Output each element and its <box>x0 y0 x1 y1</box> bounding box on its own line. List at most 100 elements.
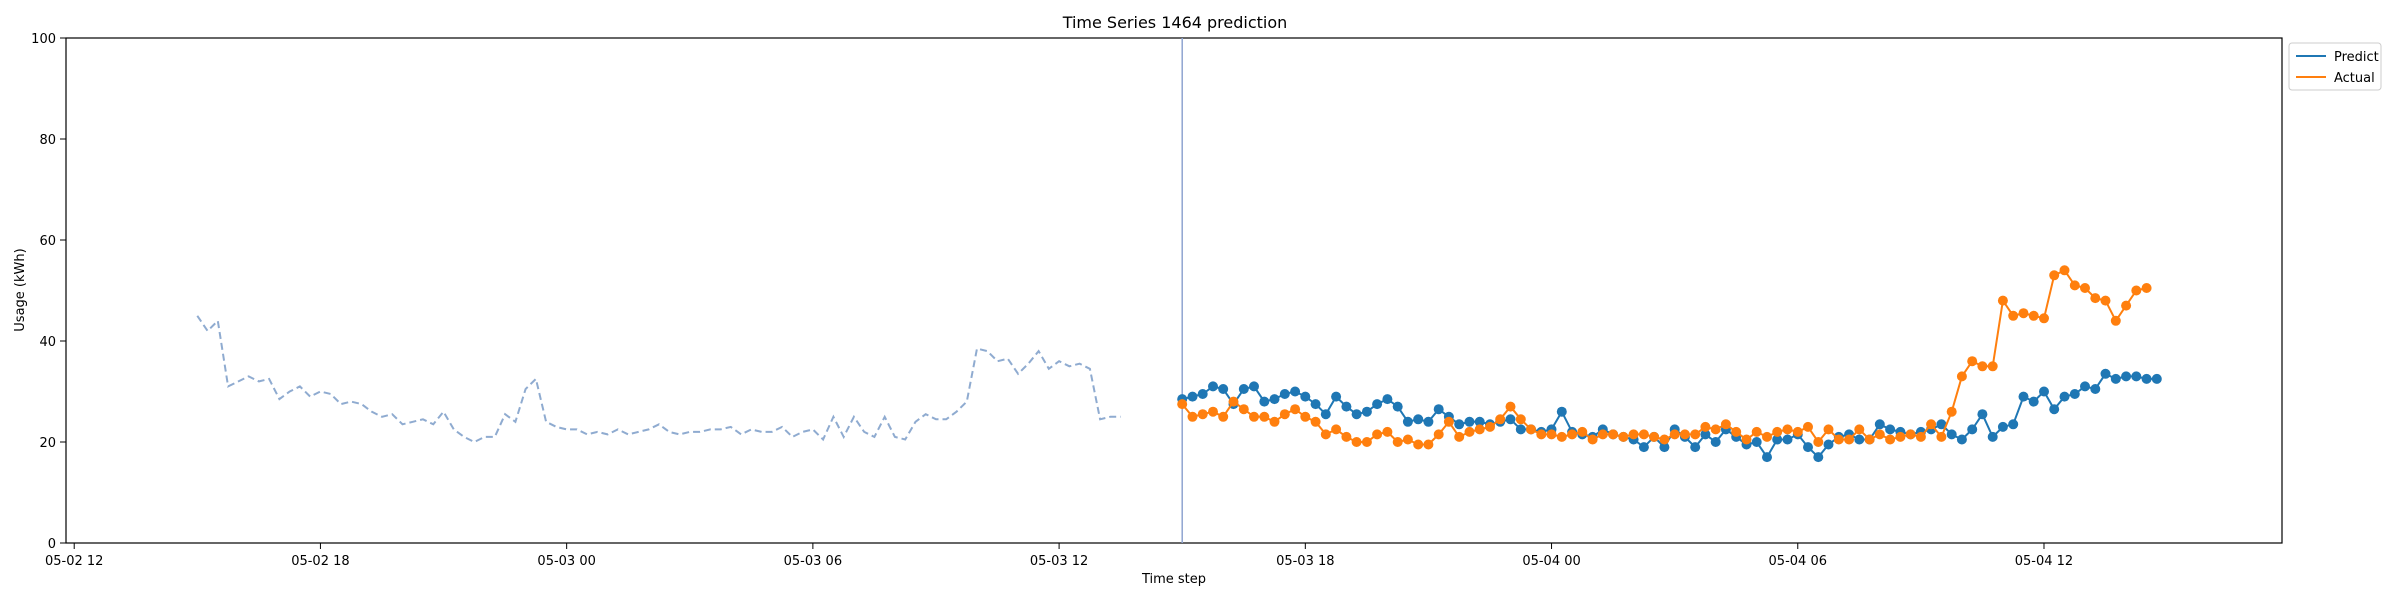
data-point-actual <box>1300 411 1311 422</box>
data-point-actual <box>1741 434 1752 445</box>
data-point-predict <box>2151 373 2162 384</box>
y-axis: 0 20 40 60 80 100 <box>31 32 66 552</box>
data-point-actual <box>1915 431 1926 442</box>
data-point-actual <box>2121 300 2132 311</box>
data-point-actual <box>1608 429 1619 440</box>
data-point-predict <box>1197 389 1208 399</box>
data-point-predict <box>1936 419 1947 430</box>
data-point-actual <box>1536 429 1547 440</box>
data-point-actual <box>1710 424 1721 435</box>
data-point-actual <box>1833 434 1844 445</box>
data-point-actual <box>2080 283 2090 293</box>
data-point-predict <box>1977 409 1988 420</box>
x-tick-label: 05-04 06 <box>1769 554 1827 569</box>
data-point-predict <box>1310 399 1321 410</box>
data-point-predict <box>1351 409 1362 420</box>
data-point-actual <box>1177 399 1188 410</box>
data-point-actual <box>2141 283 2152 293</box>
data-point-actual <box>1505 401 1516 412</box>
data-point-actual <box>1751 426 1762 437</box>
plot-area <box>65 37 2283 544</box>
data-point-actual <box>1485 421 1495 432</box>
data-point-predict <box>1208 381 1218 392</box>
x-tick-label: 05-03 00 <box>537 554 595 569</box>
data-point-predict <box>1874 419 1885 430</box>
y-tick-label: 20 <box>39 436 56 451</box>
data-point-actual <box>1228 396 1239 407</box>
data-point-actual <box>1526 424 1536 435</box>
data-point-actual <box>1618 431 1629 442</box>
data-point-actual <box>2018 308 2029 319</box>
data-point-actual <box>1772 426 1783 437</box>
data-point-actual <box>1392 437 1403 447</box>
data-point-predict <box>2069 389 2080 399</box>
data-point-predict <box>1772 434 1783 445</box>
data-point-predict <box>1413 414 1424 425</box>
x-axis: 05-02 12 05-02 18 05-03 00 05-03 06 05-03 12… <box>45 543 2073 569</box>
plot-frame <box>65 37 2283 544</box>
x-tick-label: 05-02 18 <box>291 554 349 569</box>
data-point-predict <box>1967 424 1978 435</box>
legend-box <box>2288 42 2382 91</box>
data-point-predict <box>1474 416 1485 427</box>
data-point-predict <box>1946 429 1957 440</box>
data-point-actual <box>1649 431 1660 442</box>
data-point-predict <box>1238 384 1249 394</box>
data-point-predict <box>1331 391 1342 402</box>
data-point-actual <box>1926 419 1937 430</box>
data-point-predict <box>1361 406 1372 417</box>
data-point-actual <box>1844 434 1855 445</box>
data-point-actual <box>1361 437 1372 447</box>
y-tick-label: 40 <box>39 335 56 350</box>
data-point-actual <box>1423 439 1434 450</box>
data-point-actual <box>2069 280 2080 291</box>
data-point-actual <box>2008 310 2019 321</box>
data-point-actual <box>1351 437 1362 447</box>
data-point-predict <box>1279 389 1290 399</box>
data-point-actual <box>1782 424 1793 435</box>
data-point-actual <box>1187 411 1198 422</box>
data-point-predict <box>1956 434 1967 445</box>
data-point-actual <box>1310 416 1321 427</box>
data-point-actual <box>1382 426 1393 437</box>
data-point-actual <box>2100 295 2111 306</box>
data-point-actual <box>1259 411 1270 422</box>
data-point-predict <box>1505 414 1516 425</box>
data-point-actual <box>1977 361 1988 372</box>
data-point-actual <box>1690 429 1701 440</box>
data-point-predict <box>1454 419 1465 430</box>
data-point-actual <box>1720 419 1731 430</box>
data-point-predict <box>1382 394 1393 405</box>
data-point-actual <box>1443 416 1454 427</box>
data-point-actual <box>2110 315 2121 326</box>
y-tick-label: 60 <box>39 234 56 249</box>
data-point-predict <box>2090 384 2101 394</box>
series-layer <box>196 265 2162 463</box>
data-point-actual <box>1813 437 1824 447</box>
data-point-actual <box>2090 293 2101 304</box>
data-point-predict <box>1187 391 1198 402</box>
data-point-actual <box>1546 429 1557 440</box>
data-point-predict <box>1987 431 1998 442</box>
data-point-predict <box>1423 416 1434 427</box>
data-point-actual <box>1290 404 1301 415</box>
data-point-actual <box>1208 406 1218 417</box>
data-point-actual <box>1997 295 2008 306</box>
data-point-actual <box>1402 434 1413 445</box>
data-point-actual <box>1669 429 1680 440</box>
data-point-predict <box>1997 421 2008 432</box>
data-point-predict <box>2049 404 2060 415</box>
legend: Predict Actual <box>2288 42 2382 91</box>
data-point-actual <box>1946 406 1957 417</box>
data-point-actual <box>1597 429 1608 440</box>
data-point-actual <box>1967 356 1978 367</box>
data-point-predict <box>1638 442 1649 453</box>
data-point-actual <box>1279 409 1290 420</box>
data-point-predict <box>1813 452 1824 463</box>
data-point-actual <box>1464 426 1475 437</box>
x-tick-label: 05-04 12 <box>2015 554 2073 569</box>
series-line-history <box>196 315 1121 444</box>
data-point-predict <box>1762 452 1772 463</box>
data-point-actual <box>1413 439 1424 450</box>
